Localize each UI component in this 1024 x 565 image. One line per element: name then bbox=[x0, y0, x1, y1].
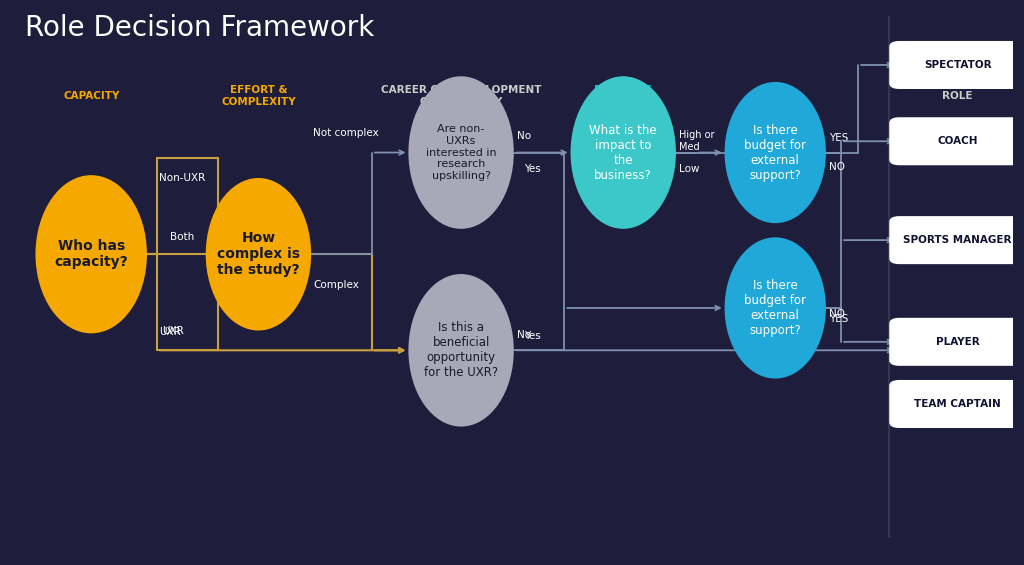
Text: High or
Med: High or Med bbox=[679, 131, 715, 152]
Text: TEAM CAPTAIN: TEAM CAPTAIN bbox=[914, 399, 1001, 409]
Text: NO: NO bbox=[829, 308, 845, 319]
Text: Is this a
beneficial
opportunity
for the UXR?: Is this a beneficial opportunity for the… bbox=[424, 321, 498, 379]
Ellipse shape bbox=[725, 237, 826, 379]
Text: Role Decision Framework: Role Decision Framework bbox=[26, 14, 375, 42]
Text: UXR: UXR bbox=[162, 325, 184, 336]
Text: Is there
budget for
external
support?: Is there budget for external support? bbox=[744, 124, 806, 181]
Text: Complex: Complex bbox=[313, 280, 359, 290]
Text: What is the
impact to
the
business?: What is the impact to the business? bbox=[590, 124, 657, 181]
Text: Not complex: Not complex bbox=[313, 128, 379, 138]
Text: Are non-
UXRs
interested in
research
upskilling?: Are non- UXRs interested in research ups… bbox=[426, 124, 497, 181]
Text: CAREER OR  DEVELOPMENT
OPPORTUNITY: CAREER OR DEVELOPMENT OPPORTUNITY bbox=[381, 85, 542, 107]
Text: Who has
capacity?: Who has capacity? bbox=[54, 239, 128, 270]
FancyBboxPatch shape bbox=[889, 118, 1024, 165]
Text: ROLE: ROLE bbox=[942, 91, 973, 101]
FancyBboxPatch shape bbox=[889, 216, 1024, 264]
Text: SPORTS MANAGER: SPORTS MANAGER bbox=[903, 235, 1012, 245]
FancyBboxPatch shape bbox=[889, 41, 1024, 89]
Text: Yes: Yes bbox=[524, 331, 541, 341]
Text: How
complex is
the study?: How complex is the study? bbox=[217, 231, 300, 277]
Text: UXR: UXR bbox=[159, 327, 181, 337]
Text: Non-UXR: Non-UXR bbox=[159, 173, 206, 183]
Ellipse shape bbox=[725, 82, 826, 223]
Text: Low: Low bbox=[679, 164, 699, 175]
Text: CAPACITY: CAPACITY bbox=[63, 91, 120, 101]
Ellipse shape bbox=[36, 175, 146, 333]
Text: Is there
budget for
external
support?: Is there budget for external support? bbox=[744, 279, 806, 337]
Text: Yes: Yes bbox=[524, 164, 541, 175]
Ellipse shape bbox=[409, 76, 514, 229]
Text: Both: Both bbox=[170, 232, 195, 242]
FancyBboxPatch shape bbox=[889, 380, 1024, 428]
FancyBboxPatch shape bbox=[889, 318, 1024, 366]
Text: COACH: COACH bbox=[937, 136, 978, 146]
Text: No: No bbox=[517, 131, 531, 141]
Ellipse shape bbox=[206, 178, 311, 331]
Text: YES: YES bbox=[829, 133, 848, 144]
Text: BUDGET: BUDGET bbox=[752, 91, 800, 101]
Text: BUSINESS
IMPACT: BUSINESS IMPACT bbox=[594, 85, 652, 107]
Text: PLAYER: PLAYER bbox=[936, 337, 980, 347]
Ellipse shape bbox=[409, 274, 514, 427]
Text: YES: YES bbox=[829, 314, 848, 324]
Text: EFFORT &
COMPLEXITY: EFFORT & COMPLEXITY bbox=[221, 85, 296, 107]
Text: No: No bbox=[517, 330, 531, 340]
Text: NO: NO bbox=[829, 162, 845, 172]
Text: SPECTATOR: SPECTATOR bbox=[924, 60, 991, 70]
Ellipse shape bbox=[570, 76, 676, 229]
